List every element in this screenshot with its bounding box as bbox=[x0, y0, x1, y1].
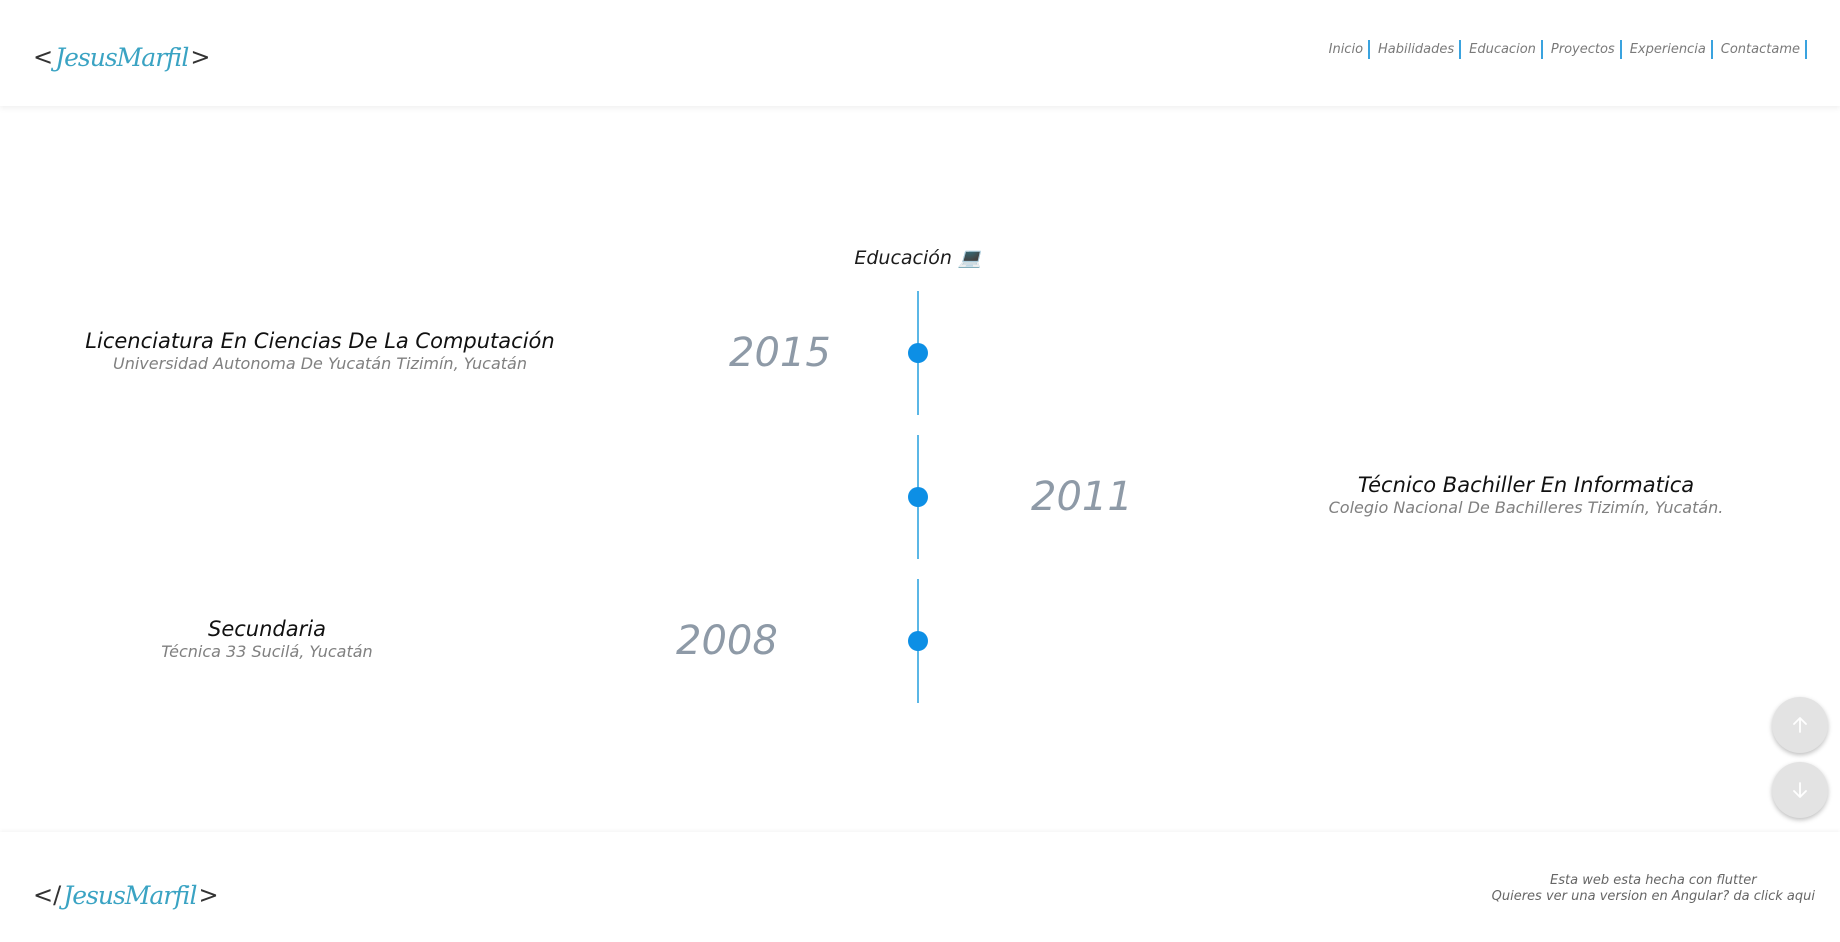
timeline-year: 2008 bbox=[676, 618, 778, 664]
arrow-down-icon bbox=[1793, 782, 1807, 798]
logo-open-bracket: < bbox=[33, 43, 54, 71]
entry-subtitle: Colegio Nacional De Bachilleres Tizimín,… bbox=[1328, 498, 1724, 517]
scroll-down-button[interactable] bbox=[1772, 762, 1828, 818]
scroll-up-button[interactable] bbox=[1772, 697, 1828, 753]
footer: </ JesusMarfil > Esta web esta hecha con… bbox=[0, 832, 1840, 942]
timeline-entry: Licenciatura En Ciencias De La Computaci… bbox=[0, 328, 640, 374]
footer-logo[interactable]: </ JesusMarfil > bbox=[33, 875, 219, 915]
timeline-year: 2015 bbox=[729, 330, 831, 376]
nav-item-experiencia[interactable]: Experiencia bbox=[1622, 40, 1713, 59]
nav-item-contactame[interactable]: Contactame bbox=[1713, 40, 1807, 59]
logo-name: JesusMarfil bbox=[55, 42, 189, 72]
main-nav: Inicio Habilidades Educacion Proyectos E… bbox=[1329, 40, 1807, 59]
timeline-dot bbox=[908, 631, 928, 651]
arrow-up-icon bbox=[1793, 717, 1807, 733]
logo-close-bracket: > bbox=[198, 881, 219, 909]
logo-open-bracket: </ bbox=[33, 881, 62, 909]
entry-subtitle: Universidad Autonoma De Yucatán Tizimín,… bbox=[113, 354, 527, 373]
nav-item-inicio[interactable]: Inicio bbox=[1329, 40, 1371, 59]
timeline-entry: Técnico Bachiller En Informatica Colegio… bbox=[1243, 472, 1809, 518]
nav-item-educacion[interactable]: Educacion bbox=[1461, 40, 1543, 59]
section-title: Educación 💻 bbox=[854, 247, 982, 269]
entry-title: Secundaria bbox=[208, 617, 326, 641]
timeline-year: 2011 bbox=[1031, 474, 1133, 520]
top-app-bar: < JesusMarfil > Inicio Habilidades Educa… bbox=[0, 0, 1840, 106]
entry-title: Técnico Bachiller En Informatica bbox=[1357, 473, 1695, 497]
logo-close-bracket: > bbox=[190, 43, 211, 71]
logo-name: JesusMarfil bbox=[63, 880, 197, 910]
site-logo[interactable]: < JesusMarfil > bbox=[33, 37, 211, 77]
angular-version-link[interactable]: Quieres ver una version en Angular? da c… bbox=[1491, 889, 1815, 904]
timeline-dot bbox=[908, 343, 928, 363]
entry-title: Licenciatura En Ciencias De La Computaci… bbox=[85, 329, 555, 353]
timeline-dot bbox=[908, 487, 928, 507]
entry-subtitle: Técnica 33 Sucilá, Yucatán bbox=[161, 642, 373, 661]
nav-item-proyectos[interactable]: Proyectos bbox=[1543, 40, 1622, 59]
footer-note: Esta web esta hecha con flutter Quieres … bbox=[1492, 873, 1815, 905]
nav-item-habilidades[interactable]: Habilidades bbox=[1370, 40, 1462, 59]
footer-note-line: Esta web esta hecha con flutter bbox=[1550, 873, 1757, 888]
timeline-entry: Secundaria Técnica 33 Sucilá, Yucatán bbox=[0, 616, 534, 662]
